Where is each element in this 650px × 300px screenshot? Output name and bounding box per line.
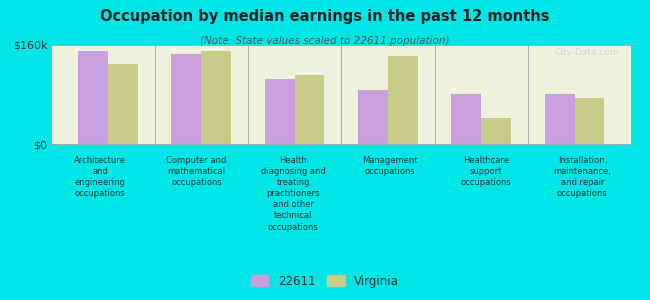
Bar (265, 79, 294, 144)
Bar (451, 94, 481, 144)
Text: Architecture
and
engineering
occupations: Architecture and engineering occupations (74, 156, 126, 198)
Bar (172, 54, 202, 144)
Bar (358, 89, 388, 144)
Text: Occupation by median earnings in the past 12 months: Occupation by median earnings in the pas… (100, 9, 550, 24)
Bar (388, 56, 418, 144)
Text: (Note: State values scaled to 22611 population): (Note: State values scaled to 22611 popu… (200, 36, 450, 46)
Text: Management
occupations: Management occupations (361, 156, 417, 176)
Bar (108, 64, 138, 144)
Bar (202, 51, 231, 144)
Bar (545, 94, 575, 144)
Text: City-Data.com: City-Data.com (554, 48, 619, 57)
Text: Computer and
mathematical
occupations: Computer and mathematical occupations (166, 156, 227, 187)
Text: Health
diagnosing and
treating
practitioners
and other
technical
occupations: Health diagnosing and treating practitio… (261, 156, 326, 232)
Text: Healthcare
support
occupations: Healthcare support occupations (460, 156, 512, 187)
Legend: 22611, Virginia: 22611, Virginia (247, 271, 403, 291)
Bar (575, 98, 604, 144)
Bar (78, 51, 108, 144)
Text: Installation,
maintenance,
and repair
occupations: Installation, maintenance, and repair oc… (553, 156, 611, 198)
Bar (481, 118, 511, 144)
Bar (294, 75, 324, 144)
